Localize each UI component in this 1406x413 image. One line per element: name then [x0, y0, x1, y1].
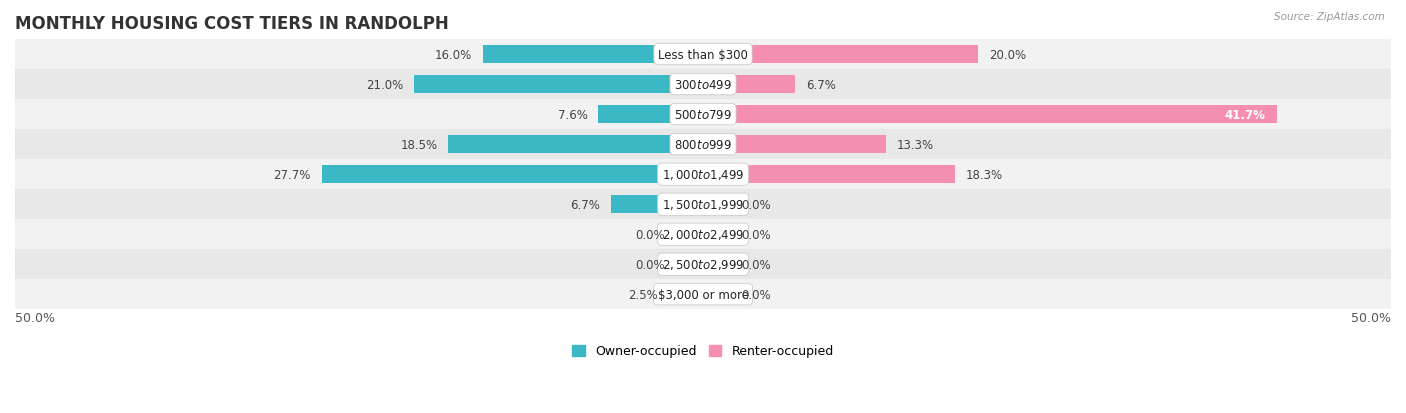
Bar [703, 256, 731, 273]
Bar [15, 160, 1391, 190]
Text: 41.7%: 41.7% [1225, 108, 1265, 121]
Text: Source: ZipAtlas.com: Source: ZipAtlas.com [1274, 12, 1385, 22]
Text: $800 to $999: $800 to $999 [673, 138, 733, 151]
Text: 0.0%: 0.0% [636, 228, 665, 241]
Bar [15, 220, 1391, 249]
Bar [15, 40, 1391, 70]
Text: 13.3%: 13.3% [897, 138, 934, 151]
Text: 50.0%: 50.0% [1351, 311, 1391, 324]
Text: $1,500 to $1,999: $1,500 to $1,999 [662, 198, 744, 212]
Text: 16.0%: 16.0% [434, 48, 472, 62]
Text: 0.0%: 0.0% [636, 258, 665, 271]
Bar [449, 136, 703, 154]
Text: 18.3%: 18.3% [966, 168, 1002, 181]
Text: $3,000 or more: $3,000 or more [658, 288, 748, 301]
Text: 0.0%: 0.0% [741, 228, 770, 241]
Text: $1,000 to $1,499: $1,000 to $1,499 [662, 168, 744, 182]
Bar [703, 136, 886, 154]
Bar [703, 106, 1277, 124]
Text: 2.5%: 2.5% [628, 288, 658, 301]
Text: 27.7%: 27.7% [273, 168, 311, 181]
Text: 18.5%: 18.5% [401, 138, 437, 151]
Bar [675, 256, 703, 273]
Bar [413, 76, 703, 94]
Bar [15, 130, 1391, 160]
Bar [703, 225, 731, 244]
Bar [703, 285, 731, 304]
Bar [669, 285, 703, 304]
Text: $300 to $499: $300 to $499 [673, 78, 733, 91]
Text: $500 to $799: $500 to $799 [673, 108, 733, 121]
Bar [15, 249, 1391, 280]
Text: 20.0%: 20.0% [990, 48, 1026, 62]
Bar [703, 46, 979, 64]
Bar [322, 166, 703, 184]
Bar [15, 190, 1391, 220]
Bar [703, 76, 796, 94]
Text: 0.0%: 0.0% [741, 198, 770, 211]
Bar [15, 100, 1391, 130]
Bar [610, 196, 703, 214]
Text: MONTHLY HOUSING COST TIERS IN RANDOLPH: MONTHLY HOUSING COST TIERS IN RANDOLPH [15, 15, 449, 33]
Text: $2,500 to $2,999: $2,500 to $2,999 [662, 258, 744, 272]
Bar [15, 280, 1391, 309]
Text: 6.7%: 6.7% [806, 78, 837, 91]
Bar [599, 106, 703, 124]
Text: 21.0%: 21.0% [366, 78, 404, 91]
Legend: Owner-occupied, Renter-occupied: Owner-occupied, Renter-occupied [568, 339, 838, 363]
Bar [703, 196, 731, 214]
Bar [482, 46, 703, 64]
Text: 6.7%: 6.7% [569, 198, 600, 211]
Bar [15, 70, 1391, 100]
Text: 0.0%: 0.0% [741, 288, 770, 301]
Text: Less than $300: Less than $300 [658, 48, 748, 62]
Text: $2,000 to $2,499: $2,000 to $2,499 [662, 228, 744, 242]
Text: 7.6%: 7.6% [558, 108, 588, 121]
Text: 0.0%: 0.0% [741, 258, 770, 271]
Text: 50.0%: 50.0% [15, 311, 55, 324]
Bar [675, 225, 703, 244]
Bar [703, 166, 955, 184]
